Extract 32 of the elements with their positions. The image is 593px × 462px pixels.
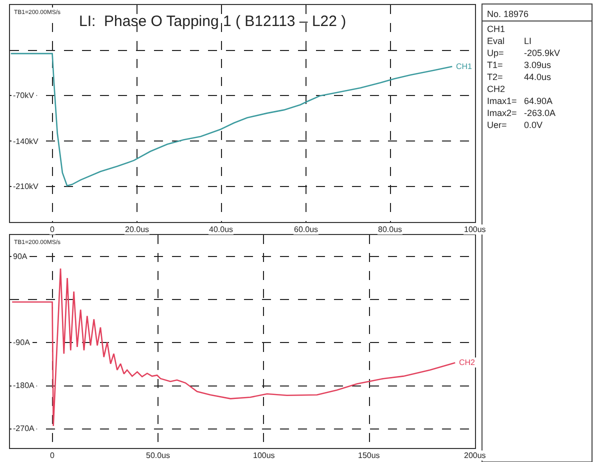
text: Imax2= -263.0A [487, 108, 556, 118]
line-series [11, 268, 456, 427]
x-tick-label: 0 [50, 225, 55, 234]
x-tick-label: 0 [50, 451, 55, 460]
y-tick-label: -90A [13, 338, 31, 347]
text: Uer= 0.0V [487, 120, 543, 130]
x-tick-label: 80.0us [378, 225, 402, 234]
text: Imax1= 64.90A [487, 96, 553, 106]
x-tick-label: 60.0us [294, 225, 318, 234]
text: No. 18976 [487, 9, 529, 19]
y-tick-label: -270A [13, 424, 36, 433]
y-tick-label: -70kV [13, 91, 35, 100]
series-label: CH2 [459, 358, 476, 367]
text: Up= -205.9kV [487, 48, 560, 58]
series-label: CH1 [456, 62, 473, 71]
text: CH2 [487, 84, 506, 94]
text: LI: Phase O Tapping 1 ( B12113 – L22 ) [79, 13, 346, 30]
y-tick-label: -140kV [13, 137, 40, 146]
x-tick-label: 200us [464, 451, 486, 460]
x-tick-label: 100us [464, 225, 486, 234]
x-tick-label: 40.0us [209, 225, 234, 234]
x-tick-label: 100us [253, 451, 275, 460]
text: T2= 44.0us [487, 72, 552, 82]
text: CH1 [487, 24, 506, 34]
text: T1= 3.09us [487, 60, 552, 70]
y-tick-label: 90A [13, 252, 28, 261]
y-tick-label: -210kV [13, 182, 40, 191]
x-tick-label: 20.0us [125, 225, 150, 234]
text: Eval LI [487, 36, 532, 46]
y-tick-label: -180A [13, 381, 36, 390]
x-tick-label: 50.0us [146, 451, 170, 460]
x-tick-label: 150us [358, 451, 380, 460]
